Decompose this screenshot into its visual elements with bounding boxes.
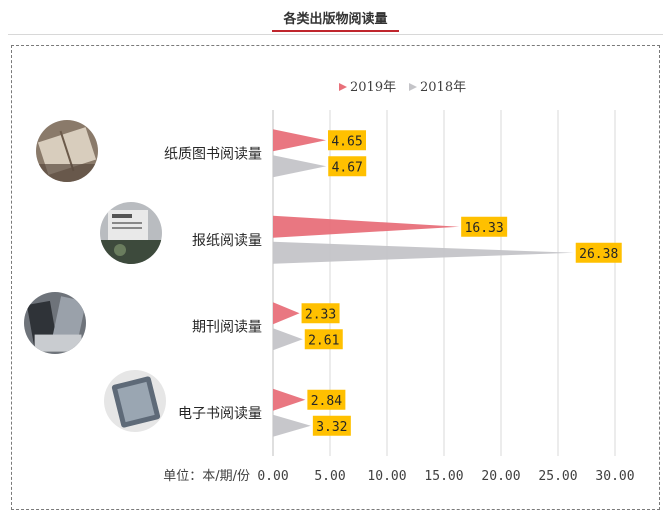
category-label: 电子书阅读量: [178, 405, 262, 422]
newspaper-photo-icon: [100, 202, 162, 264]
chart-frame: [11, 45, 660, 510]
data-label-bg: [328, 130, 367, 151]
header-divider: [8, 34, 663, 35]
x-tick-label: 0.00: [257, 469, 288, 484]
bar-2019: [273, 388, 306, 411]
ebook-photo-icon: [104, 370, 166, 432]
legend-label: 2018年: [420, 80, 466, 95]
data-label: 2.61: [308, 333, 339, 348]
data-label: 4.65: [331, 134, 362, 149]
data-label-bg: [328, 156, 367, 177]
data-label-bg: [461, 216, 508, 237]
category-label: 期刊阅读量: [192, 318, 262, 335]
x-tick-label: 25.00: [538, 469, 577, 484]
data-label-bg: [312, 415, 351, 436]
axis-unit-label: 单位：本/期/份: [163, 469, 250, 484]
legend-marker: [409, 83, 417, 91]
bar-2018: [273, 241, 574, 264]
data-label-bg: [307, 389, 346, 410]
book-photo-icon: [36, 120, 98, 182]
data-label: 4.67: [332, 160, 363, 175]
bar-2019: [273, 215, 460, 238]
data-label-bg: [575, 242, 622, 263]
legend-label: 2019年: [350, 80, 396, 95]
category-label: 报纸阅读量: [192, 232, 262, 249]
data-label-bg: [304, 329, 343, 350]
category-label: 纸质图书阅读量: [164, 145, 262, 162]
data-label: 16.33: [465, 221, 504, 236]
bar-2019: [273, 302, 300, 325]
bar-2018: [273, 414, 311, 437]
data-label: 2.33: [305, 307, 336, 322]
bar-2018: [273, 328, 303, 351]
x-tick-label: 10.00: [367, 469, 406, 484]
data-label-bg: [301, 303, 340, 324]
data-label: 2.84: [311, 394, 342, 409]
data-label: 26.38: [579, 247, 618, 262]
data-label: 3.32: [316, 420, 347, 435]
x-tick-label: 5.00: [314, 469, 345, 484]
bar-2019: [273, 129, 327, 152]
magazine-photo-icon: [24, 292, 86, 354]
legend-marker: [339, 83, 347, 91]
bar-2018: [273, 155, 327, 178]
x-tick-label: 30.00: [595, 469, 634, 484]
x-tick-label: 20.00: [481, 469, 520, 484]
page-title: 各类出版物阅读量: [283, 12, 388, 27]
title-underline: [272, 30, 399, 32]
x-tick-label: 15.00: [424, 469, 463, 484]
